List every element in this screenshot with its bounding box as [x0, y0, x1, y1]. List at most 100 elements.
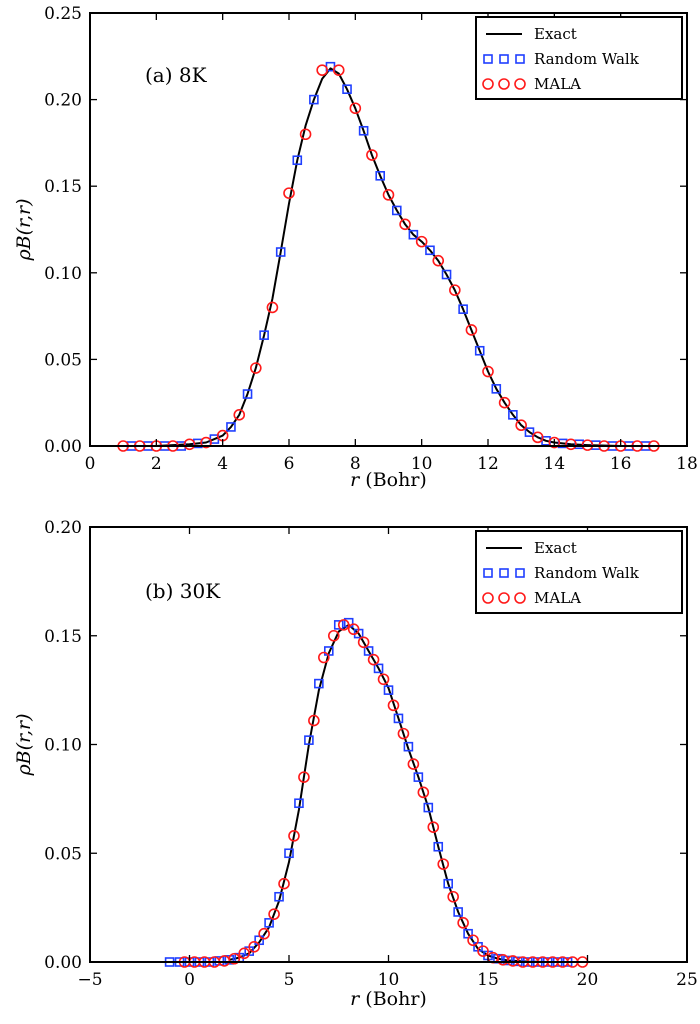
mala-marker [228, 952, 241, 965]
mala-marker [238, 947, 251, 960]
random-walk-marker [242, 389, 253, 399]
y-tick-label: 0.25 [44, 4, 82, 24]
mala-marker [399, 218, 411, 231]
x-tick-label: 5 [284, 970, 295, 990]
mala-marker [347, 623, 360, 636]
x-tick-label: 4 [217, 454, 228, 474]
mala-marker [250, 362, 262, 374]
random-walk-marker [423, 802, 434, 813]
x-tick-label: 12 [477, 454, 499, 474]
legend-mala-icon [514, 592, 526, 604]
legend-mala-icon [498, 78, 510, 90]
y-tick-label: 0.00 [44, 437, 82, 457]
mala-marker [248, 940, 260, 953]
legend-random-walk-icon [483, 568, 493, 578]
mala-marker [367, 653, 380, 666]
y-tick-label: 0.15 [44, 627, 82, 647]
plot-frame [89, 12, 688, 447]
random-walk-marker [383, 685, 394, 695]
mala-marker [278, 877, 290, 890]
legend-label: Random Walk [534, 564, 640, 582]
mala-marker [299, 128, 312, 141]
panel-a: 0 2 4 6 8 10 12 14 16 18 0.00 0.05 0.10 0.15 0.20 0.25 r… [13, 4, 698, 491]
x-tick-label: 20 [577, 970, 599, 990]
x-tick-label: 0 [184, 970, 195, 990]
mala-marker [288, 830, 300, 842]
random-walk-marker [443, 878, 454, 889]
mala-marker [387, 699, 400, 712]
random-walk-marker [358, 125, 369, 136]
random-walk-marker [226, 422, 236, 432]
mala-marker [316, 64, 328, 76]
mala-marker [366, 149, 378, 161]
y-tick-label: 0.05 [44, 844, 82, 864]
mala-marker [332, 64, 345, 76]
mala-marker [457, 917, 469, 929]
x-tick-label: −5 [77, 970, 102, 990]
random-walk-marker [373, 663, 384, 674]
legend-random-walk-icon [483, 54, 493, 64]
random-walk-marker [342, 84, 352, 95]
random-walk-marker [474, 345, 485, 356]
legend-random-walk-icon [515, 54, 525, 64]
random-walk-marker [333, 620, 344, 630]
random-walk-marker [294, 798, 304, 809]
random-walk-marker [391, 205, 402, 216]
mala-marker [449, 284, 461, 296]
legend-label: Random Walk [534, 50, 640, 68]
exact-line [123, 67, 654, 447]
mala-marker [565, 438, 577, 451]
y-tick-label: 0.05 [44, 350, 82, 370]
random-walk-marker [375, 171, 386, 181]
mala-marker [268, 908, 280, 920]
random-walk-marker [292, 155, 303, 166]
exact-line [229, 623, 548, 963]
mala-marker [183, 438, 196, 451]
y-axis-label: ρB(r,r) [13, 198, 35, 261]
legend-label: MALA [534, 75, 581, 93]
random-walk-marker [264, 918, 274, 928]
panel-b: −5 0 5 10 15 20 25 0.00 0.05 0.10 0.15 0.20 r (Bohr)… [13, 518, 698, 1010]
mala-marker [377, 673, 390, 686]
x-tick-label: 18 [676, 454, 698, 474]
random-walk-marker [403, 741, 414, 752]
mala-marker [200, 436, 212, 449]
x-tick-label: 6 [284, 454, 295, 474]
legend-label: Exact [534, 25, 577, 43]
mala-marker [298, 771, 310, 783]
random-walk-marker [433, 841, 444, 852]
legend-mala-icon [482, 78, 494, 90]
mala-marker [407, 758, 420, 770]
mala-marker [467, 934, 479, 947]
x-tick-label: 15 [477, 970, 499, 990]
x-tick-label: 8 [350, 454, 361, 474]
mala-marker [477, 945, 489, 957]
mala-marker [397, 727, 410, 740]
y-axis-label: ρB(r,r) [13, 713, 35, 776]
panel-annotation: (b) 30K [145, 579, 221, 603]
mala-marker [337, 619, 350, 631]
mala-marker [432, 254, 445, 267]
random-walk-marker [284, 848, 294, 859]
y-tick-label: 0.15 [44, 177, 82, 197]
random-walk-marker [453, 907, 463, 917]
legend-box [475, 530, 683, 614]
x-tick-label: 10 [378, 970, 400, 990]
mala-marker [437, 858, 450, 870]
random-walk-marker [524, 427, 535, 437]
mala-marker [357, 636, 370, 649]
legend-random-walk-icon [499, 54, 509, 64]
x-tick-label: 25 [676, 970, 698, 990]
mala-marker [258, 927, 270, 940]
legend-box [475, 16, 683, 100]
random-walk-marker [363, 646, 374, 656]
x-axis-label: r (Bohr) [350, 469, 427, 491]
panel-annotation: (a) 8K [145, 63, 208, 87]
legend-random-walk-icon [515, 568, 525, 578]
mala-marker [218, 955, 231, 967]
mala-marker [415, 235, 428, 248]
random-walk-marker [408, 229, 419, 240]
x-axis-label: r (Bohr) [350, 988, 427, 1010]
legend-mala-icon [482, 592, 494, 604]
mala-marker [417, 786, 430, 799]
